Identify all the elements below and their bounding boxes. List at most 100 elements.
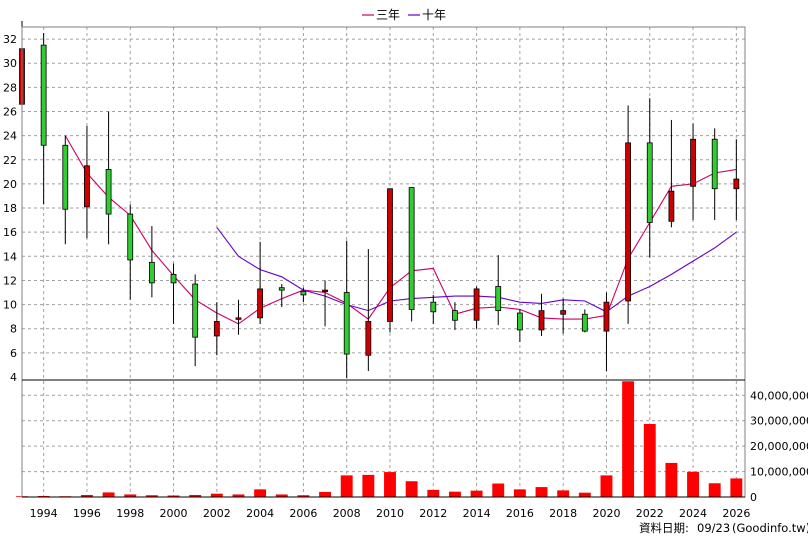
volume-bar — [405, 481, 418, 497]
candle-body — [365, 321, 372, 356]
candle-body — [668, 190, 675, 222]
footer-date: 09/23 — [697, 521, 730, 535]
volume-bar — [427, 489, 440, 497]
price-tick-label: 30 — [3, 57, 17, 70]
price-tick-label: 16 — [3, 226, 17, 239]
candle-body — [430, 301, 437, 313]
price-tick-label: 14 — [3, 250, 17, 263]
x-tick-label: 2016 — [506, 507, 534, 520]
legend: 三年 十年 — [362, 8, 446, 22]
candles — [19, 20, 740, 379]
footer-source: (Goodinfo.tw) — [732, 521, 808, 535]
volume-bar — [189, 494, 202, 497]
candle-body — [711, 138, 718, 190]
legend-label-ma3: 三年 — [376, 8, 400, 22]
candle-body — [581, 313, 588, 332]
volume-bar — [80, 494, 93, 497]
price-tick-label: 24 — [3, 130, 17, 143]
volume-tick-label: 10,000,000 — [750, 466, 808, 479]
price-tick-label: 10 — [3, 299, 17, 312]
candle-body — [213, 321, 220, 337]
volume-bar — [665, 462, 678, 497]
price-tick-label: 28 — [3, 81, 17, 94]
x-tick-label: 2010 — [376, 507, 404, 520]
x-tick-label: 2022 — [636, 507, 664, 520]
price-tick-label: 6 — [10, 347, 17, 360]
x-tick-label: 1998 — [116, 507, 144, 520]
volume-bar — [384, 472, 396, 497]
price-tick-label: 8 — [10, 323, 17, 336]
candle-body — [105, 169, 112, 215]
volume-bar — [448, 491, 461, 497]
candle-body — [538, 310, 545, 331]
x-tick-label: 2012 — [419, 507, 447, 520]
candle-body — [560, 310, 567, 315]
axes: 468101214161820222426283032010,000,00020… — [3, 26, 808, 520]
candle-body — [235, 317, 242, 320]
volume-tick-label: 0 — [750, 491, 757, 504]
volume-tick-label: 40,000,000 — [750, 389, 808, 402]
volume-bar — [513, 489, 526, 497]
price-tick-label: 4 — [10, 371, 17, 384]
candle-body — [343, 292, 350, 355]
candle-body — [646, 142, 653, 223]
volume-bar — [102, 492, 115, 497]
footer: 資料日期: 09/23 (Goodinfo.tw) — [639, 521, 808, 535]
volume-bar — [210, 493, 223, 497]
candle-body — [322, 289, 328, 293]
x-tick-label: 2014 — [463, 507, 491, 520]
x-tick-label: 2004 — [246, 507, 274, 520]
volume-bar — [37, 495, 50, 497]
x-tick-label: 1996 — [73, 507, 101, 520]
volume-bar — [708, 483, 721, 497]
volume-bar — [687, 471, 700, 497]
volume-tick-label: 20,000,000 — [750, 440, 808, 453]
volume-bar — [643, 424, 656, 497]
volume-bar — [145, 495, 158, 497]
candle-body — [127, 213, 134, 261]
x-tick-label: 2002 — [203, 507, 231, 520]
candle-body — [62, 144, 69, 210]
candle-body — [387, 188, 393, 322]
footer-date-label: 資料日期: — [639, 521, 689, 535]
volume-bar — [362, 474, 375, 497]
candle-body — [516, 312, 523, 331]
volume-bar — [492, 483, 505, 497]
x-tick-label: 2018 — [549, 507, 577, 520]
volume-tick-label: 30,000,000 — [750, 415, 808, 428]
volume-bars — [16, 381, 743, 497]
x-tick-label: 2008 — [333, 507, 361, 520]
volume-bar — [470, 490, 483, 497]
volume-bar — [319, 491, 332, 497]
candle-body — [257, 288, 264, 319]
volume-bar — [275, 494, 288, 497]
moving-average-lines — [64, 135, 737, 325]
candle-body — [473, 288, 480, 321]
candle-body — [84, 165, 90, 208]
volume-bar — [167, 495, 180, 497]
volume-bar — [730, 478, 743, 497]
volume-bar — [578, 492, 591, 497]
candle-body — [452, 310, 458, 321]
grid — [22, 27, 745, 497]
candle-body — [690, 138, 696, 187]
volume-bar — [124, 494, 137, 497]
price-tick-label: 22 — [3, 154, 17, 167]
candle-body — [148, 261, 155, 284]
volume-bar — [600, 475, 613, 497]
x-tick-label: 2006 — [289, 507, 317, 520]
candle-body — [408, 187, 415, 310]
price-tick-label: 18 — [3, 202, 17, 215]
price-tick-label: 26 — [3, 105, 17, 118]
candle-body — [40, 44, 47, 146]
legend-label-ma10: 十年 — [422, 8, 446, 22]
x-tick-label: 2020 — [592, 507, 620, 520]
candle-body — [300, 290, 307, 296]
candle-body — [170, 274, 177, 284]
x-tick-label: 2026 — [722, 507, 750, 520]
volume-bar — [535, 487, 548, 497]
x-tick-label: 2000 — [160, 507, 188, 520]
volume-bar — [232, 494, 245, 497]
candle-body — [733, 178, 740, 190]
